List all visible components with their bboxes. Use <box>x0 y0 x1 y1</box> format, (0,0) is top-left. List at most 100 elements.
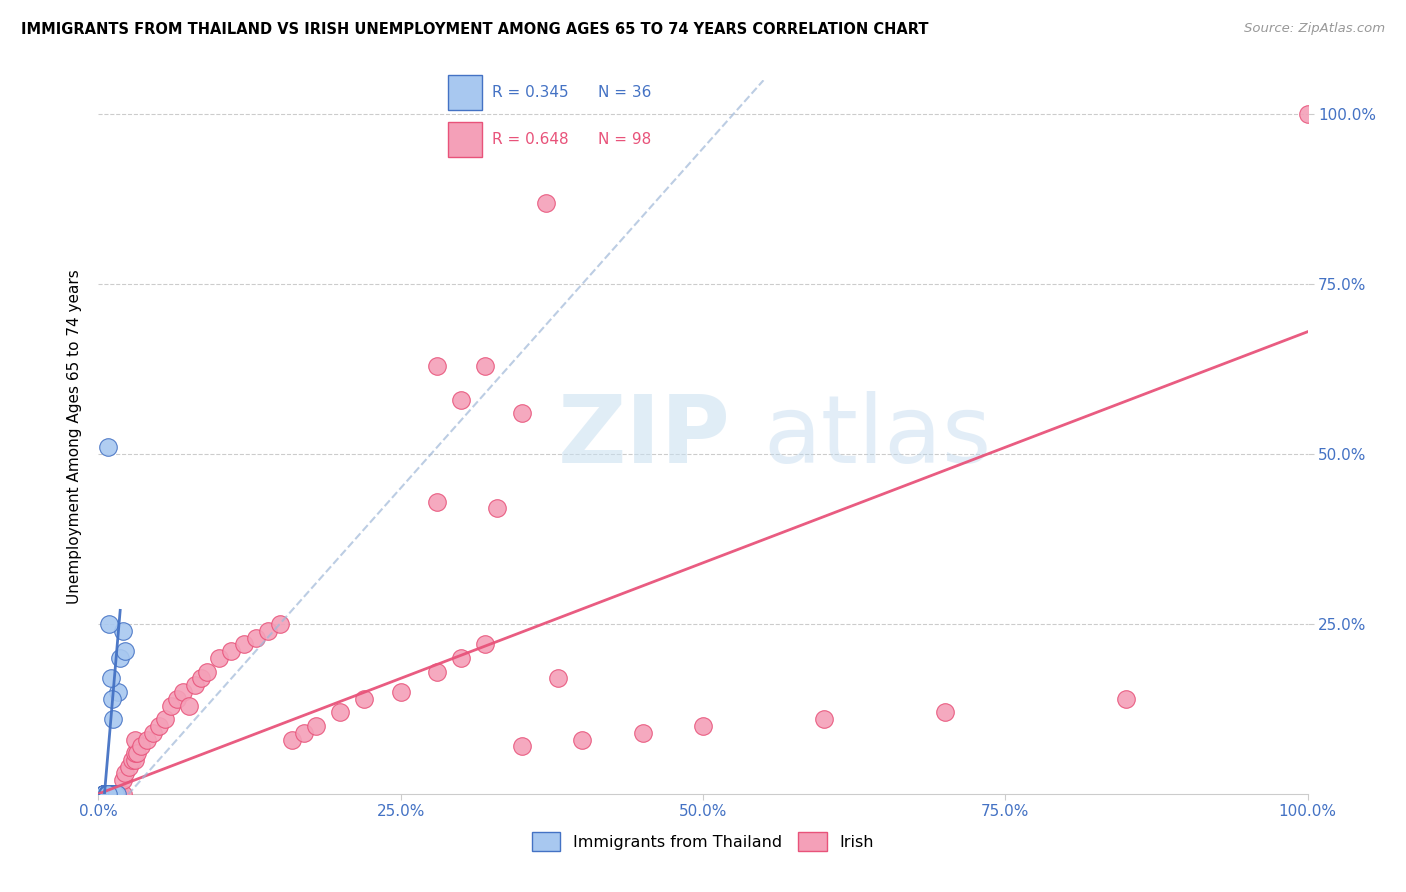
Point <box>190 671 212 685</box>
Point <box>160 698 183 713</box>
Text: IMMIGRANTS FROM THAILAND VS IRISH UNEMPLOYMENT AMONG AGES 65 TO 74 YEARS CORRELA: IMMIGRANTS FROM THAILAND VS IRISH UNEMPL… <box>21 22 928 37</box>
Point <box>179 698 201 713</box>
Point <box>93 787 115 801</box>
Point <box>93 787 115 801</box>
Point <box>813 712 835 726</box>
Point <box>474 359 496 373</box>
Point <box>93 787 115 801</box>
Point <box>94 787 117 801</box>
Point <box>195 665 218 679</box>
Point <box>135 732 157 747</box>
Point <box>93 787 115 801</box>
Point <box>100 671 122 685</box>
Point <box>114 644 136 658</box>
Point <box>100 787 122 801</box>
Point <box>292 725 315 739</box>
Point <box>94 787 117 801</box>
Point <box>1296 107 1319 121</box>
Point <box>571 732 593 747</box>
Point <box>510 406 533 420</box>
Point <box>93 787 115 801</box>
Point <box>97 787 120 801</box>
Legend: Immigrants from Thailand, Irish: Immigrants from Thailand, Irish <box>526 826 880 857</box>
Point <box>97 787 120 801</box>
Point <box>389 685 412 699</box>
Point <box>93 787 115 801</box>
Point <box>100 787 122 801</box>
Point <box>100 691 122 706</box>
Point <box>96 787 118 801</box>
Point <box>166 691 188 706</box>
Point <box>221 644 243 658</box>
FancyBboxPatch shape <box>447 122 482 157</box>
Y-axis label: Unemployment Among Ages 65 to 74 years: Unemployment Among Ages 65 to 74 years <box>66 269 82 605</box>
Point <box>93 787 115 801</box>
Point <box>96 787 118 801</box>
Point <box>104 787 127 801</box>
Point <box>1115 691 1137 706</box>
Point <box>934 706 956 720</box>
Point <box>105 787 128 801</box>
Text: ZIP: ZIP <box>558 391 731 483</box>
Point <box>93 787 115 801</box>
Point <box>426 665 449 679</box>
Point <box>256 624 278 638</box>
Text: Source: ZipAtlas.com: Source: ZipAtlas.com <box>1244 22 1385 36</box>
Point <box>305 719 328 733</box>
Point <box>245 631 267 645</box>
Point <box>96 787 118 801</box>
Point <box>107 787 129 801</box>
Point <box>121 753 143 767</box>
Point <box>172 685 194 699</box>
Point <box>93 787 115 801</box>
Point <box>184 678 207 692</box>
Point <box>94 787 117 801</box>
Point <box>111 624 134 638</box>
Point <box>93 787 115 801</box>
Point <box>98 787 121 801</box>
Point <box>97 440 120 454</box>
Point <box>93 787 115 801</box>
Point <box>111 787 134 801</box>
Point <box>269 617 291 632</box>
Point <box>96 787 118 801</box>
Point <box>153 712 176 726</box>
Point <box>692 719 714 733</box>
FancyBboxPatch shape <box>447 75 482 110</box>
Point <box>124 746 146 760</box>
Point <box>93 787 115 801</box>
Point <box>100 787 122 801</box>
Point <box>93 787 115 801</box>
Point <box>96 787 118 801</box>
Point <box>93 787 115 801</box>
Point <box>93 787 115 801</box>
Point <box>631 725 654 739</box>
Point <box>98 787 121 801</box>
Point <box>93 787 115 801</box>
Point <box>93 787 115 801</box>
Point <box>96 787 118 801</box>
Point <box>98 787 121 801</box>
Point <box>329 706 352 720</box>
Point <box>93 787 115 801</box>
Point <box>100 787 122 801</box>
Point <box>450 392 472 407</box>
Point <box>100 787 122 801</box>
Point <box>96 787 118 801</box>
Point <box>353 691 375 706</box>
Point <box>208 651 231 665</box>
Point <box>129 739 152 754</box>
Point <box>93 787 115 801</box>
Point <box>107 685 129 699</box>
Point <box>105 787 128 801</box>
Point <box>142 725 165 739</box>
Point <box>486 501 509 516</box>
Point <box>93 787 115 801</box>
Point <box>94 787 117 801</box>
Text: R = 0.345: R = 0.345 <box>492 85 568 100</box>
Text: R = 0.648: R = 0.648 <box>492 132 568 147</box>
Point <box>474 637 496 651</box>
Point <box>510 739 533 754</box>
Point <box>426 359 449 373</box>
Point <box>97 787 120 801</box>
